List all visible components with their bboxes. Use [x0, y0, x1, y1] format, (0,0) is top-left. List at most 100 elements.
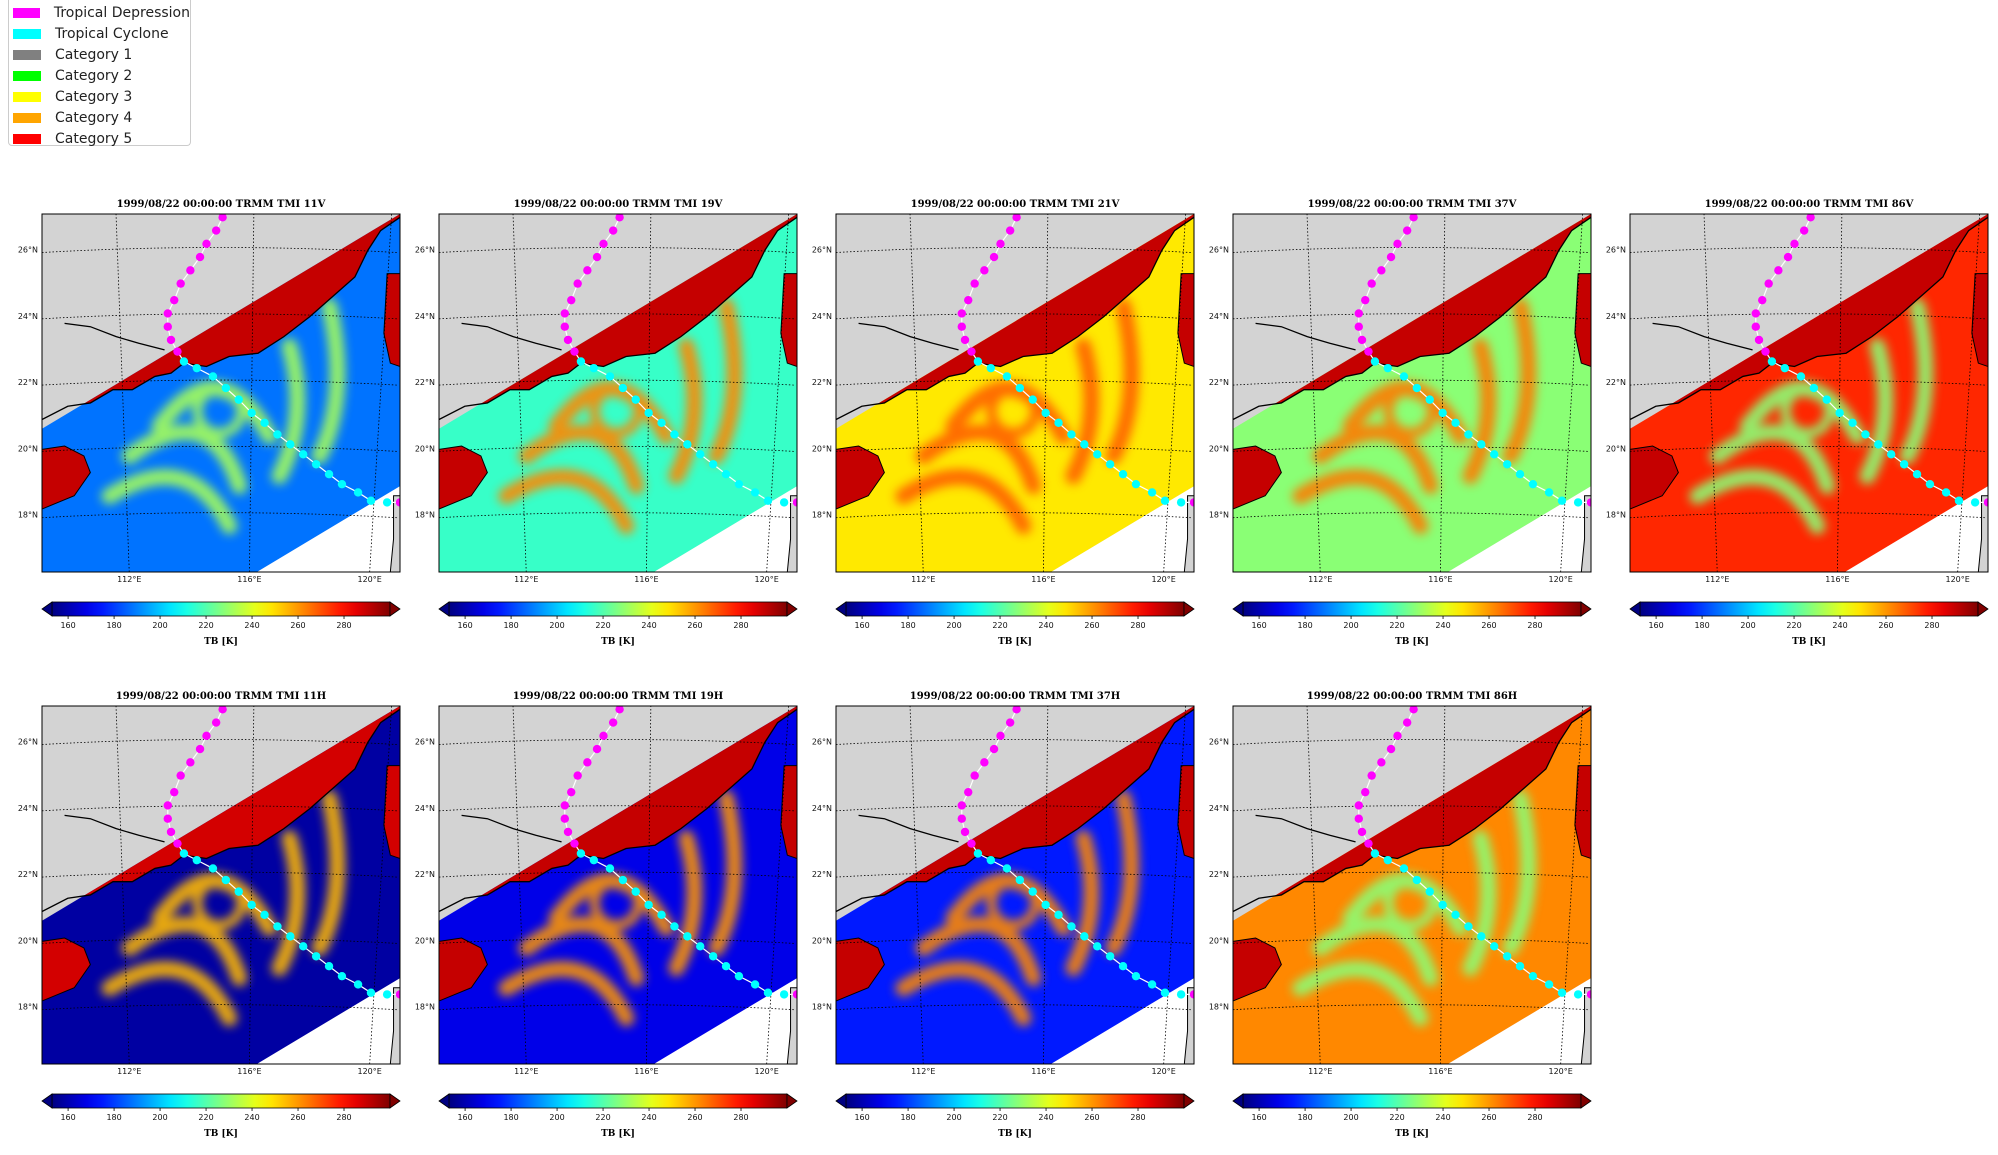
track-point: [353, 980, 363, 989]
graticule-lon: [512, 706, 527, 1064]
rain-band: [668, 830, 703, 977]
track-point: [1799, 226, 1809, 235]
chart-svg: 1999/08/22 00:00:00 TRMM TMI 19V 18°N 20°N…: [415, 199, 798, 647]
track-point: [1015, 383, 1025, 393]
track-point: [957, 322, 966, 331]
colorbar-tick-label: 220: [992, 1113, 1007, 1122]
coastline: [1630, 216, 1988, 421]
chart-svg: 1999/08/22 00:00:00 TRMM TMI 86H 18°N 20°N…: [1209, 691, 1592, 1139]
graticule-lon: [909, 706, 924, 1064]
lon-tick-label: 120°E: [1548, 575, 1572, 584]
colorbar-tick-label: 160: [854, 1113, 869, 1122]
colorbar-tick-label: 180: [1297, 1113, 1312, 1122]
rain-band: [1462, 338, 1497, 485]
graticule-lon: [1163, 706, 1187, 1064]
border-line: [461, 814, 562, 843]
track-point: [1515, 470, 1525, 479]
lat-tick-label: 22°N: [812, 870, 832, 879]
track-point: [1067, 922, 1076, 931]
rain-band: [518, 916, 645, 987]
track-point: [608, 718, 618, 727]
track-point: [186, 758, 195, 767]
colorbar-tick-label: 280: [1924, 621, 1939, 630]
track-point: [986, 855, 996, 865]
track-point: [576, 849, 586, 858]
track-line: [1358, 217, 1591, 503]
lat-tick-label: 18°N: [1209, 511, 1229, 520]
colorbar-tick-label: 260: [687, 621, 702, 630]
legend-swatch: [13, 112, 41, 123]
track-point: [186, 266, 195, 275]
chart-panel: 1999/08/22 00:00:00 TRMM TMI 37V 18°N 20°N…: [1209, 198, 1630, 658]
lon-tick-label: 112°E: [911, 1067, 935, 1076]
track-point: [964, 787, 973, 797]
colorbar-tick-label: 240: [641, 621, 656, 630]
legend-item: Tropical Depression: [13, 2, 190, 23]
track-point: [221, 875, 231, 885]
track-point: [670, 922, 679, 931]
track-point: [1761, 347, 1770, 356]
land-hainan: [439, 937, 488, 1002]
colorbar-label: TB [K]: [601, 637, 635, 647]
track-point: [592, 744, 602, 754]
lat-tick-label: 20°N: [415, 936, 435, 945]
track-point: [1054, 418, 1063, 428]
lat-tick-label: 20°N: [1209, 444, 1229, 453]
track-point: [1367, 279, 1376, 288]
track-point: [1399, 864, 1409, 873]
legend-swatch: [13, 7, 40, 18]
outside-swath: [256, 486, 400, 572]
border-line: [64, 322, 165, 351]
land-luzon: [389, 987, 400, 1064]
track-point: [1028, 887, 1037, 896]
track-point: [644, 408, 653, 418]
colorbar-tick-label: 180: [503, 1113, 518, 1122]
chart-panel: 1999/08/22 00:00:00 TRMM TMI 11V 18°N 20°N…: [18, 198, 439, 658]
rain-band: [895, 960, 1032, 1027]
track-point: [1131, 479, 1141, 489]
lat-tick-label: 22°N: [1209, 378, 1229, 387]
track-point: [1861, 430, 1870, 439]
track-point: [570, 347, 579, 356]
track-point: [1767, 357, 1777, 366]
lon-tick-label: 112°E: [117, 1067, 141, 1076]
rain-band: [1312, 916, 1439, 987]
map-frame: [41, 705, 401, 1065]
colorbar-tick-label: 200: [152, 1113, 167, 1122]
lat-tick-label: 24°N: [415, 804, 435, 813]
track-point: [1093, 450, 1102, 459]
track-point: [1160, 496, 1170, 505]
rain-band: [1292, 468, 1429, 535]
chart-svg: 1999/08/22 00:00:00 TRMM TMI 37V 18°N 20°N…: [1209, 199, 1592, 647]
storm-eyewall: [192, 876, 247, 931]
colorbar-label: TB [K]: [601, 1129, 635, 1139]
land-hainan: [836, 445, 885, 510]
lat-tick-label: 24°N: [18, 804, 38, 813]
graticule-lon: [1043, 214, 1049, 572]
legend-item: Category 1: [13, 44, 190, 65]
track-point: [1848, 418, 1857, 428]
chart-panel: 1999/08/22 00:00:00 TRMM TMI 19H 18°N 20°N…: [415, 690, 836, 1150]
lon-tick-label: 116°E: [1825, 575, 1849, 584]
track-point: [1502, 952, 1512, 961]
lon-tick-label: 112°E: [1308, 575, 1332, 584]
track-point: [1105, 460, 1115, 469]
coastline: [836, 216, 1194, 421]
colorbar: 160 180 200 220 240 260 280 TB [K]: [41, 1093, 401, 1139]
track-point: [1925, 479, 1935, 489]
rain-band: [708, 790, 743, 957]
track-point: [324, 470, 334, 479]
rain-band: [1292, 960, 1429, 1027]
track-point: [1176, 990, 1186, 999]
track-point: [957, 801, 966, 810]
colorbar-tick-label: 260: [1481, 621, 1496, 630]
graticule-lon: [1163, 214, 1187, 572]
track-point: [583, 758, 592, 767]
track-point: [750, 980, 760, 989]
track-point: [1751, 322, 1760, 331]
track-point: [1409, 706, 1418, 714]
track-point: [734, 479, 744, 489]
colorbar-tick-label: 240: [641, 1113, 656, 1122]
land-luzon: [1183, 987, 1194, 1064]
lat-tick-label: 20°N: [18, 444, 38, 453]
